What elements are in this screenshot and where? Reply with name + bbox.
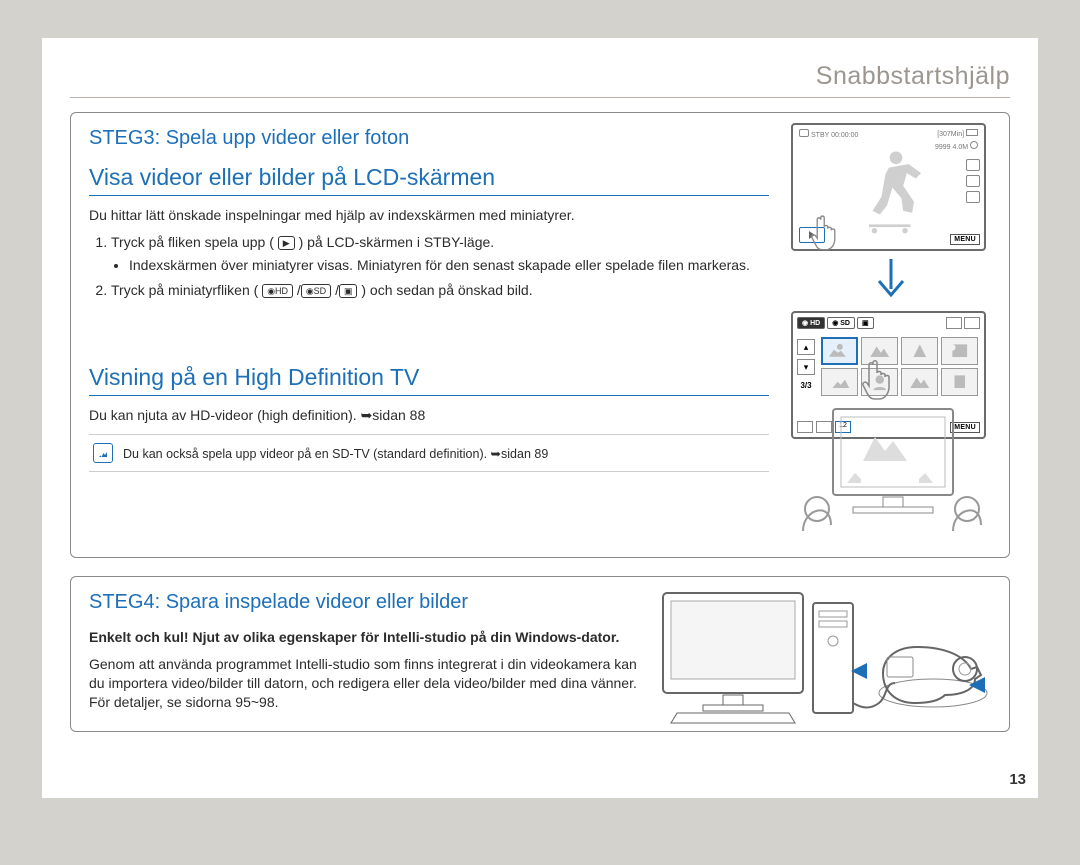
header-rule xyxy=(70,97,1010,98)
step2-post: ) och sedan på önskad bild. xyxy=(361,282,532,298)
tv-illustration xyxy=(793,401,991,541)
section-lcd-intro: Du hittar lätt önskade inspelningar med … xyxy=(89,206,769,225)
tab-hd: ◉ HD xyxy=(797,317,825,329)
lcd-screen-recording: STBY 00:00:00 [307Min] 9999 4.0M xyxy=(791,123,986,251)
section-tv-title: Visning på en High Definition TV xyxy=(89,364,769,396)
skater-silhouette xyxy=(851,147,941,237)
play-tab-icon: ▶ xyxy=(278,236,295,250)
step4-bold: Enkelt och kul! Njut av olika egenskaper… xyxy=(89,628,649,647)
step1-post: ) på LCD-skärmen i STBY-läge. xyxy=(299,234,495,250)
tab-photo: ▣ xyxy=(857,317,874,329)
storage-icon xyxy=(946,317,962,329)
thumbnail xyxy=(901,368,938,396)
step4-box: STEG4: Spara inspelade videor eller bild… xyxy=(70,576,1010,732)
side-icon xyxy=(966,191,980,203)
step4-para: Genom att använda programmet Intelli-stu… xyxy=(89,655,649,712)
manual-page: Snabbstartshjälp STEG3: Spela upp videor… xyxy=(42,38,1038,798)
lcd-illustrations: STBY 00:00:00 [307Min] 9999 4.0M xyxy=(791,123,991,439)
lcd-steps: Tryck på fliken spela upp ( ▶ ) på LCD-s… xyxy=(111,233,771,300)
hand-icon xyxy=(807,211,845,255)
section-lcd-title: Visa videor eller bilder på LCD-skärmen xyxy=(89,164,769,196)
nav-down: ▾ xyxy=(797,359,815,375)
step3-box: STEG3: Spela upp videor eller foton Visa… xyxy=(70,112,1010,558)
step1-pre: Tryck på fliken spela upp ( xyxy=(111,234,274,250)
menu-button: MENU xyxy=(950,234,980,245)
thumbnail xyxy=(901,337,938,365)
tab-sd: ◉ SD xyxy=(827,317,855,329)
hand-icon xyxy=(857,355,901,405)
step1-bullet: Indexskärmen över miniatyrer visas. Mini… xyxy=(129,256,771,275)
thumb-sd-icon: ◉SD xyxy=(301,284,331,298)
battery-icon xyxy=(964,317,980,329)
side-icon xyxy=(966,175,980,187)
hd-text: Du kan njuta av HD-videor (high definiti… xyxy=(89,406,769,425)
step2-pre: Tryck på miniatyrfliken ( xyxy=(111,282,258,298)
lcd1-top-right: [307Min] xyxy=(937,131,964,138)
lcd1-row2r: 4.0M xyxy=(952,144,968,151)
computer-illustration xyxy=(653,585,999,725)
note-icon xyxy=(93,443,113,463)
thumb-photo-icon: ▣ xyxy=(339,284,358,298)
page-header: Snabbstartshjälp xyxy=(70,62,1010,91)
lcd1-top-left: STBY 00:00:00 xyxy=(811,132,858,139)
step-1: Tryck på fliken spela upp ( ▶ ) på LCD-s… xyxy=(111,233,771,275)
note-row: Du kan också spela upp videor på en SD-T… xyxy=(89,434,769,472)
thumbnail xyxy=(821,337,858,365)
thumbnail xyxy=(941,368,978,396)
thumb-hd-icon: ◉HD xyxy=(262,284,293,298)
thumbnail xyxy=(821,368,858,396)
step-2: Tryck på miniatyrfliken ( ◉HD /◉SD /▣ ) … xyxy=(111,281,771,300)
thumbnail xyxy=(941,337,978,365)
page-number: 13 xyxy=(1009,771,1026,788)
arrow-down-icon xyxy=(869,257,913,305)
page-indicator: 3/3 xyxy=(797,381,815,390)
note-text: Du kan också spela upp videor på en SD-T… xyxy=(123,446,548,461)
nav-up: ▴ xyxy=(797,339,815,355)
side-icon xyxy=(966,159,980,171)
